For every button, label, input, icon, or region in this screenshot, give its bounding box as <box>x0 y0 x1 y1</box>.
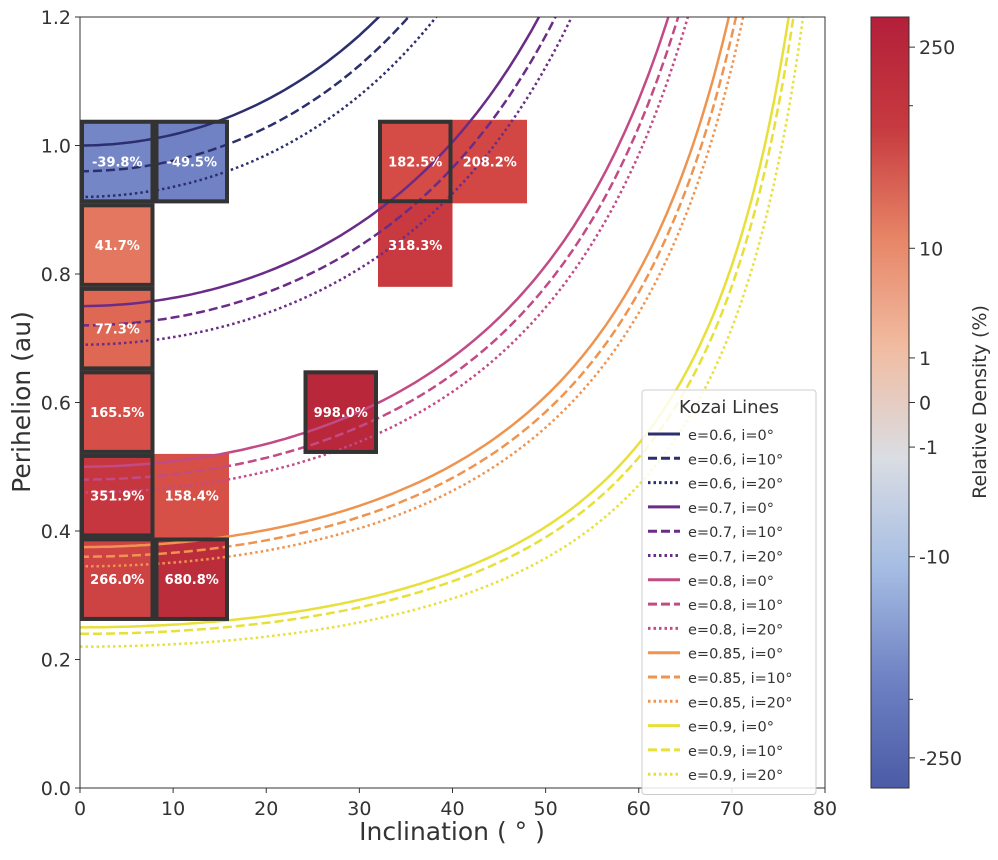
colorbar-label: Relative Density (%) <box>969 305 991 499</box>
y-tick-label: 1.2 <box>41 7 71 29</box>
kozai-line <box>80 17 805 648</box>
cell-highlight-border <box>80 119 155 204</box>
legend-entry-label: e=0.6, i=20° <box>688 477 783 493</box>
legend-entry-label: e=0.7, i=0° <box>688 501 774 517</box>
cell-highlight-border <box>80 370 155 454</box>
heatmap-cell <box>80 286 155 371</box>
colorbar-gradient <box>870 16 910 789</box>
cell-value-label: 77.3% <box>95 323 140 338</box>
kozai-line <box>80 17 438 199</box>
cell-value-label: 182.5% <box>388 156 442 171</box>
cell-highlight-border <box>378 119 453 204</box>
cell-value-label: 998.0% <box>314 406 368 421</box>
legend-entry-label: e=0.7, i=20° <box>688 550 783 566</box>
kozai-line <box>80 17 670 469</box>
legend-entry-label: e=0.9, i=20° <box>688 768 783 784</box>
colorbar-tick-label: 1 <box>919 348 931 370</box>
cell-value-label: 318.3% <box>388 239 442 254</box>
heatmap-cell <box>452 119 527 204</box>
legend-entry-label: e=0.6, i=10° <box>688 452 783 468</box>
cell-highlight-border <box>154 537 229 621</box>
cell-value-label: 680.8% <box>165 573 219 588</box>
colorbar-tick-label: 10 <box>919 238 943 260</box>
cell-value-label: 351.9% <box>90 490 144 505</box>
colorbar-tick-label: -250 <box>919 748 962 770</box>
y-tick-label: 0.4 <box>41 521 71 543</box>
cell-highlight-border <box>303 370 378 454</box>
heatmap-cell <box>80 537 155 621</box>
x-tick-label: 70 <box>720 798 744 820</box>
cell-labels: -39.8% -49.5% 182.5% 208.2% 41.7% 318.3% 77.3%… <box>90 156 517 589</box>
heatmap-cell <box>154 119 229 204</box>
legend-entry-label: e=0.8, i=0° <box>688 574 774 590</box>
colorbar-tick-label: -10 <box>919 547 950 569</box>
y-tick-label: 0.8 <box>41 264 71 286</box>
cell-value-label: -39.8% <box>92 156 143 171</box>
y-axis-label: Perihelion (au) <box>7 311 36 493</box>
kozai-line <box>80 17 381 147</box>
cell-value-label: 266.0% <box>90 573 144 588</box>
cell-highlight-border <box>80 537 155 621</box>
kozai-line <box>80 17 790 629</box>
legend-entry-label: e=0.8, i=20° <box>688 622 783 638</box>
cell-value-label: -49.5% <box>167 156 218 171</box>
x-tick-label: 0 <box>74 798 86 820</box>
kozai-line <box>80 17 795 636</box>
kozai-line <box>80 17 690 494</box>
kozai-line <box>80 17 541 308</box>
cell-value-label: 158.4% <box>165 490 219 505</box>
x-tick-label: 10 <box>161 798 185 820</box>
legend-entry-label: e=0.85, i=20° <box>688 695 792 711</box>
heatmap-cells <box>80 119 527 621</box>
y-tick-label: 0.0 <box>41 778 71 800</box>
cell-value-label: 208.2% <box>463 156 517 171</box>
legend-entry-label: e=0.9, i=0° <box>688 720 774 736</box>
y-tick-label: 0.2 <box>41 650 71 672</box>
heatmap-cell <box>80 203 155 287</box>
cell-highlight-border <box>80 286 155 371</box>
x-tick-label: 20 <box>254 798 278 820</box>
legend-entry-label: e=0.6, i=0° <box>688 428 774 444</box>
y-tick-label: 1.0 <box>41 136 71 158</box>
colorbar-tick-label: -1 <box>919 437 938 459</box>
legend-entry-label: e=0.7, i=10° <box>688 525 783 541</box>
colorbar-tick-label: 250 <box>919 37 955 59</box>
kozai-line <box>80 17 738 558</box>
cell-highlight-border <box>154 119 229 204</box>
legend: Kozai Lines e=0.6, i=0° e=0.6, i=10° e=0.6,… <box>641 389 817 795</box>
cell-value-label: 41.7% <box>95 239 140 254</box>
x-tick-label: 30 <box>347 798 371 820</box>
cell-value-label: 165.5% <box>90 406 144 421</box>
legend-box <box>641 389 817 795</box>
cell-highlights <box>80 119 453 621</box>
kozai-line <box>80 17 574 346</box>
x-tick-label: 80 <box>813 798 837 820</box>
legend-entry-label: e=0.9, i=10° <box>688 744 783 760</box>
legend-entry-label: e=0.8, i=10° <box>688 598 783 614</box>
kozai-line <box>80 17 680 481</box>
x-tick-label: 60 <box>627 798 651 820</box>
x-tick-label: 50 <box>534 798 558 820</box>
x-axis-label: Inclination ( ° ) <box>359 817 545 846</box>
cell-highlight-border <box>80 203 155 287</box>
heatmap-cell <box>378 119 453 204</box>
heatmap-cell <box>80 370 155 454</box>
x-tick-label: 40 <box>440 798 464 820</box>
axes: 0 10 20 30 40 50 60 70 80 0.0 0.2 0.4 0.6 0.8 1.0 1.2 <box>41 7 837 820</box>
heatmap-cell <box>80 119 155 204</box>
kozai-line <box>80 17 411 173</box>
legend-entry-label: e=0.85, i=10° <box>688 671 792 687</box>
cell-highlight-border <box>80 453 155 538</box>
legend-title: Kozai Lines <box>679 397 779 418</box>
y-tick-label: 0.6 <box>41 393 71 415</box>
colorbar-tick-label: 0 <box>919 393 931 415</box>
heatmap-cell <box>378 203 453 287</box>
legend-entry-label: e=0.85, i=0° <box>688 647 783 663</box>
